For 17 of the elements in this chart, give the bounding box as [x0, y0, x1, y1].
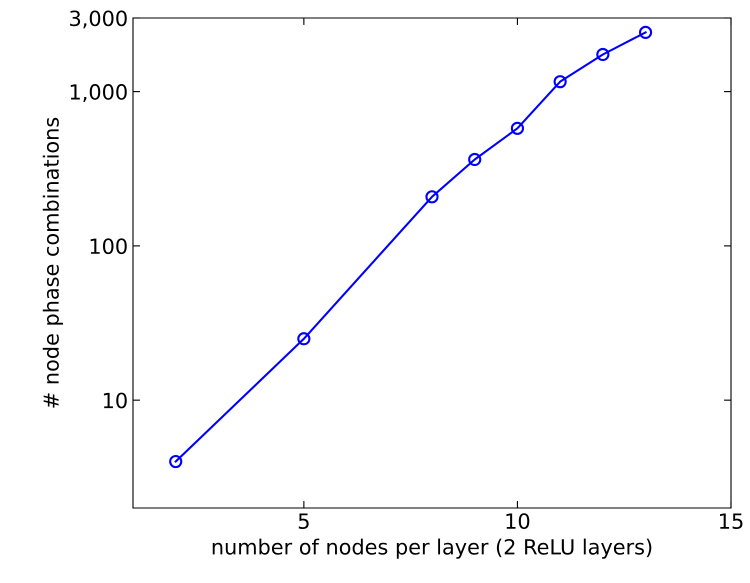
y-tick-label: 10: [104, 392, 127, 408]
point: [510, 122, 524, 135]
y-axis-title: # node phase combinations: [42, 118, 63, 408]
y-tick-label: 1,000: [70, 84, 127, 102]
point: [554, 75, 567, 88]
x-tick-label: 10: [506, 513, 530, 529]
x-tick-label: 5: [298, 514, 309, 529]
x-axis-title: number of nodes per layer (2 ReLU layers): [212, 538, 652, 559]
y-tick-label: 100: [90, 238, 127, 254]
point: [468, 152, 482, 166]
x-tick-label: 15: [720, 514, 742, 529]
y-tick-label: 3,000: [70, 10, 127, 28]
point: [638, 26, 652, 39]
point: [425, 190, 439, 204]
point: [297, 332, 310, 346]
point: [596, 48, 610, 62]
point: [169, 454, 182, 468]
